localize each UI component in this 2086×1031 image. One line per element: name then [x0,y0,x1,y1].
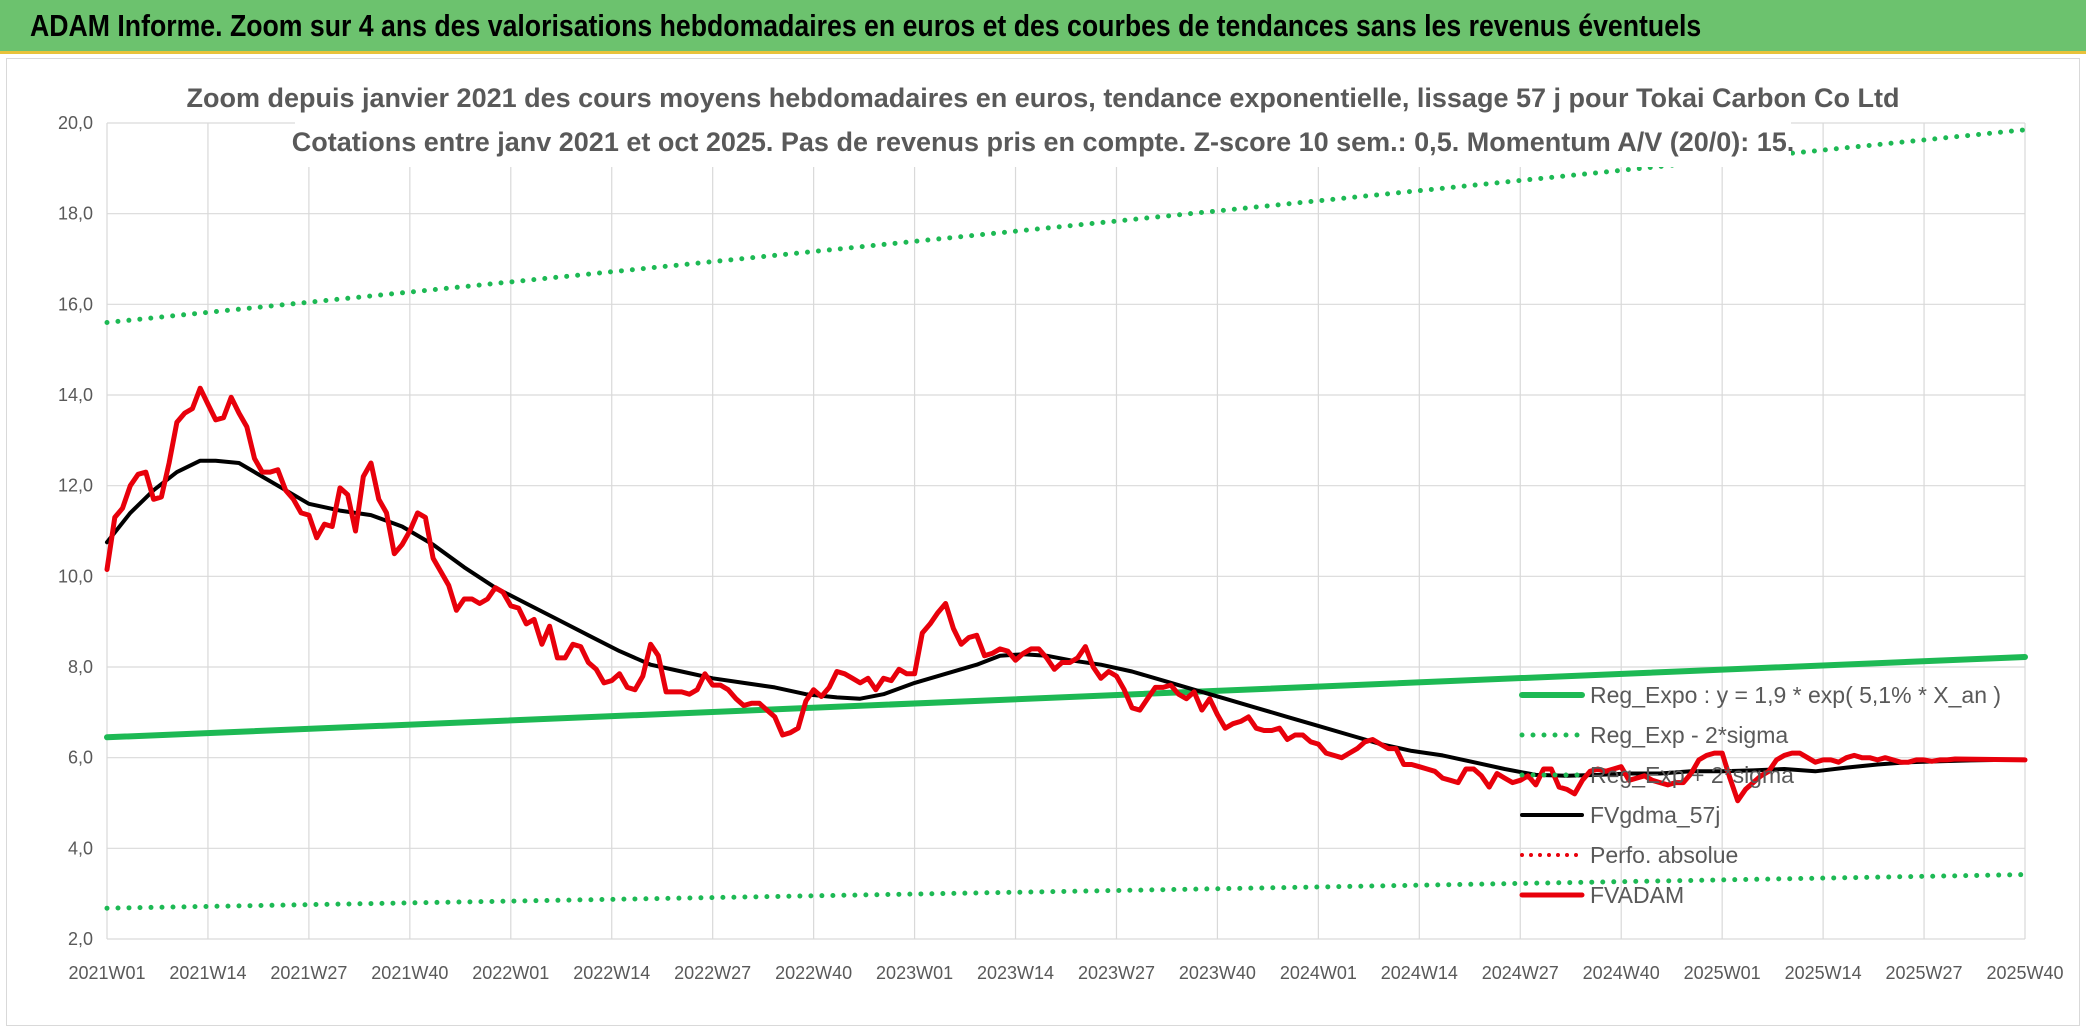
y-tick-label: 18,0 [58,204,93,224]
x-tick-label: 2022W27 [674,963,751,983]
y-tick-label: 12,0 [58,476,93,496]
legend-label-upper: Reg_Exp + 2*sigma [1590,762,1794,788]
x-tick-label: 2024W27 [1482,963,1559,983]
y-tick-label: 16,0 [58,294,93,314]
x-tick-label: 2021W14 [169,963,246,983]
x-tick-label: 2023W27 [1078,963,1155,983]
x-tick-label: 2023W14 [977,963,1054,983]
x-tick-label: 2025W14 [1785,963,1862,983]
price-chart: 2,0 4,0 6,0 8,0 10,0 12,0 14,0 16,0 18,0 20,0 2021… [58,59,2064,983]
y-tick-label: 6,0 [68,748,93,768]
x-tick-label: 2024W01 [1280,963,1357,983]
x-tick-label: 2022W40 [775,963,852,983]
legend-label-smooth: FVgdma_57j [1590,802,1720,828]
chart-subtitle-line-1: Zoom depuis janvier 2021 des cours moyen… [187,83,1900,113]
x-tick-label: 2021W40 [371,963,448,983]
x-tick-label: 2022W01 [472,963,549,983]
x-tick-label: 2021W27 [270,963,347,983]
x-tick-label: 2022W14 [573,963,650,983]
y-tick-label: 14,0 [58,385,93,405]
x-tick-label: 2021W01 [68,963,145,983]
x-tick-label: 2025W01 [1684,963,1761,983]
x-tick-label: 2025W40 [1986,963,2063,983]
legend-label-perfo: Perfo. absolue [1590,842,1738,868]
y-tick-label: 2,0 [68,929,93,949]
x-tick-label: 2024W14 [1381,963,1458,983]
y-tick-label: 20,0 [58,113,93,133]
x-tick-label: 2023W01 [876,963,953,983]
x-tick-label: 2023W40 [1179,963,1256,983]
chart-subtitle-line-2: Cotations entre janv 2021 et oct 2025. P… [292,127,1795,157]
report-title: ADAM Informe. Zoom sur 4 ans des valoris… [30,8,1702,43]
chart-panel: 2,0 4,0 6,0 8,0 10,0 12,0 14,0 16,0 18,0 20,0 2021… [6,58,2080,1026]
series-line-lower [104,872,2028,911]
y-tick-label: 4,0 [68,838,93,858]
series-line-price [104,385,2028,804]
legend-label-lower: Reg_Exp - 2*sigma [1590,722,1788,748]
chart-subtitle-background [295,59,1791,167]
series-line-trend [104,654,2028,741]
report-header: ADAM Informe. Zoom sur 4 ans des valoris… [0,0,2086,54]
y-tick-label: 8,0 [68,657,93,677]
legend-label-price: FVADAM [1590,882,1684,908]
x-tick-label: 2024W40 [1583,963,1660,983]
y-tick-label: 10,0 [58,566,93,586]
legend-label-trend: Reg_Expo : y = 1,9 * exp( 5,1% * X_an ) [1590,682,2001,708]
x-tick-label: 2025W27 [1886,963,1963,983]
